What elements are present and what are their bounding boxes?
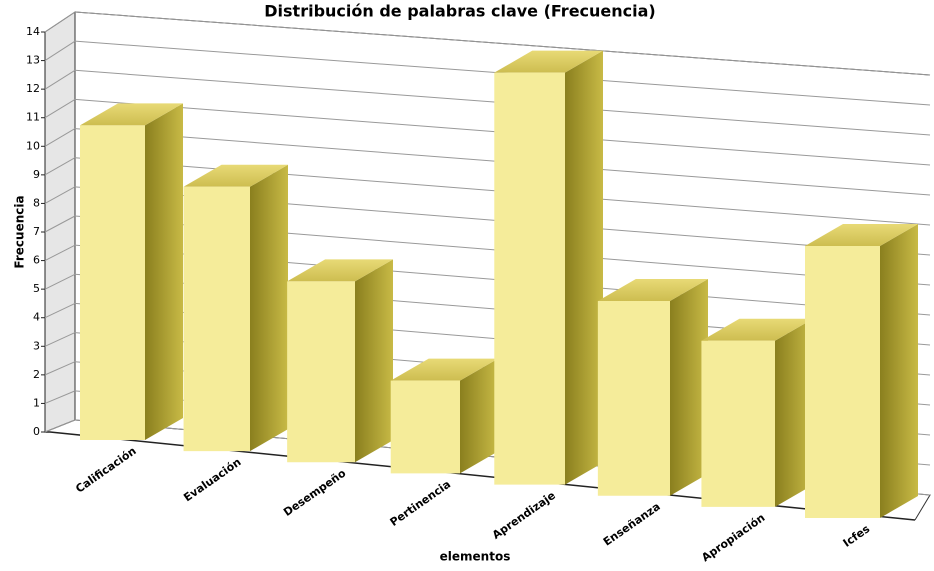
side-wall (44, 11, 76, 433)
y-tick-label: 14 (26, 25, 40, 38)
bar (805, 224, 918, 518)
bar (597, 278, 708, 496)
bar-top (183, 164, 288, 187)
y-tick-label: 3 (33, 339, 40, 352)
x-tick-label: Icfes (841, 522, 873, 550)
y-tick-label: 0 (33, 425, 40, 438)
bar-front (390, 380, 460, 474)
bar-top (701, 318, 813, 341)
bar-front (805, 246, 880, 518)
bar-top (494, 50, 603, 73)
bar (183, 164, 288, 452)
bar (494, 50, 603, 485)
bar-front (80, 125, 145, 441)
x-axis-title: elementos (440, 550, 511, 564)
bar-front (597, 300, 670, 496)
bar-side (250, 164, 288, 452)
grid-line (44, 11, 76, 33)
bar-side (145, 103, 183, 441)
grid-line (44, 186, 76, 204)
grid-line (44, 99, 76, 119)
y-tick-label: 4 (33, 311, 40, 324)
y-tick-label: 7 (33, 225, 40, 238)
bar-front (183, 186, 250, 452)
y-tick-label: 10 (26, 139, 40, 152)
y-tick-label: 9 (33, 168, 40, 181)
y-tick-label: 13 (26, 54, 40, 67)
grid-line (44, 419, 76, 433)
bar-side (565, 50, 603, 485)
bar-side (880, 224, 918, 518)
x-tick-label: Aprendizaje (490, 489, 558, 542)
y-tick-label: 2 (33, 368, 40, 381)
y-tick-label: 5 (33, 282, 40, 295)
bar-top (390, 358, 498, 381)
grid-line (74, 11, 931, 76)
y-tick-label: 12 (26, 82, 40, 95)
y-tick-label: 11 (26, 111, 40, 124)
grid-line (44, 361, 76, 376)
x-tick-label: Desempeño (281, 466, 348, 519)
bar-side (670, 278, 708, 496)
y-axis-title: Frecuencia (13, 195, 27, 268)
y-tick-label: 8 (33, 196, 40, 209)
chart-title: Distribución de palabras clave (Frecuenc… (264, 2, 656, 21)
bar-side (775, 318, 813, 507)
bar (701, 318, 813, 507)
grid-line (44, 157, 76, 176)
grid-line (44, 40, 76, 61)
x-tick-label: Evaluación (181, 455, 243, 504)
y-tick-label: 6 (33, 254, 40, 267)
x-tick-label: Enseñanza (601, 500, 663, 549)
bar-top (80, 103, 183, 126)
grid-line (44, 332, 76, 347)
bar-front (287, 281, 355, 463)
bar (80, 103, 183, 441)
bar-side (355, 259, 393, 463)
x-tick-label: Calificación (73, 444, 138, 495)
bar-side (460, 358, 498, 474)
bar-top (805, 224, 918, 246)
grid-line (44, 390, 76, 404)
bar-front (494, 72, 565, 485)
y-tick-label: 1 (33, 396, 40, 409)
bar (390, 358, 498, 474)
bar-top (287, 259, 393, 282)
grid-line (44, 302, 76, 319)
x-tick-label: Pertinencia (388, 478, 453, 529)
bar-front (701, 340, 775, 507)
grid-line (44, 69, 76, 90)
x-tick-label: Apropiación (699, 511, 767, 564)
bar-top (597, 278, 708, 301)
grid-line (44, 273, 76, 290)
grid-line (44, 128, 76, 147)
grid-line (44, 244, 76, 262)
bar (287, 259, 393, 463)
grid-line (44, 215, 76, 233)
